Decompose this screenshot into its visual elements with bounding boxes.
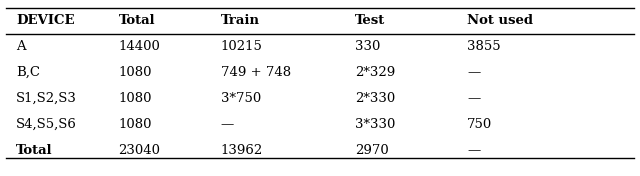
Text: 1080: 1080 [118,66,152,79]
Text: 750: 750 [467,118,492,131]
Text: 1080: 1080 [118,118,152,131]
Text: —: — [467,66,481,79]
Text: 2970: 2970 [355,144,389,157]
Text: Train: Train [221,14,260,27]
Text: B,C: B,C [16,66,40,79]
Text: DEVICE: DEVICE [16,14,74,27]
Text: 14400: 14400 [118,40,160,53]
Text: 1080: 1080 [118,92,152,105]
Text: 3*330: 3*330 [355,118,396,131]
Text: S4,S5,S6: S4,S5,S6 [16,118,77,131]
Text: 2*329: 2*329 [355,66,396,79]
Text: 749 + 748: 749 + 748 [221,66,291,79]
Text: A: A [16,40,26,53]
Text: Total: Total [16,144,52,157]
Text: S1,S2,S3: S1,S2,S3 [16,92,77,105]
Text: 330: 330 [355,40,381,53]
Text: —: — [467,144,481,157]
Text: 23040: 23040 [118,144,161,157]
Text: —: — [221,118,234,131]
Text: 13962: 13962 [221,144,263,157]
Text: Test: Test [355,14,385,27]
Text: 3*750: 3*750 [221,92,261,105]
Text: 3855: 3855 [467,40,501,53]
Text: Not used: Not used [467,14,533,27]
Text: 2*330: 2*330 [355,92,396,105]
Text: Total: Total [118,14,155,27]
Text: 10215: 10215 [221,40,262,53]
Text: —: — [467,92,481,105]
